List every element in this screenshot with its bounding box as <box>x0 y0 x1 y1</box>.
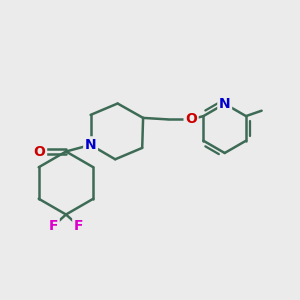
Text: F: F <box>49 219 58 233</box>
Text: N: N <box>85 138 96 152</box>
Text: N: N <box>219 97 230 111</box>
Text: O: O <box>185 112 197 126</box>
Text: F: F <box>74 219 83 233</box>
Text: O: O <box>34 145 46 158</box>
